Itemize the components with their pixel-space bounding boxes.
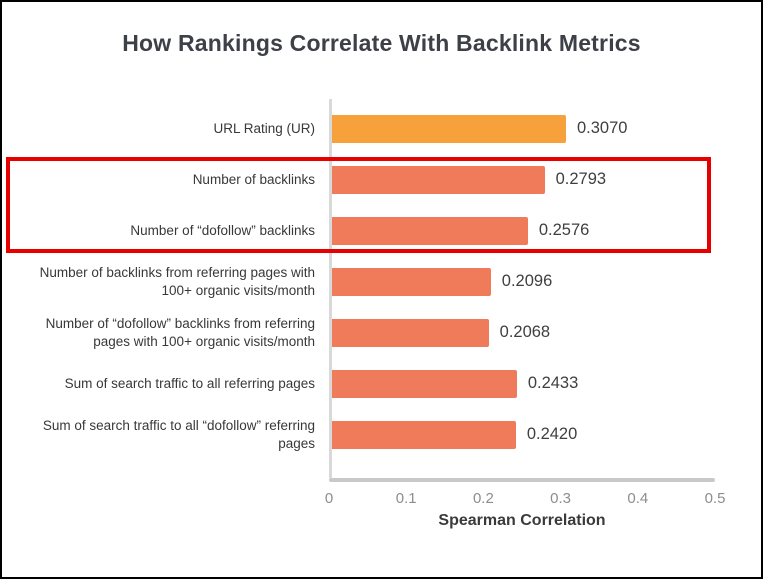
axis-zero-line <box>329 99 332 478</box>
chart-row: Sum of search traffic to all referring p… <box>12 358 761 409</box>
bar-area: 0.2068 <box>329 318 715 347</box>
value-label: 0.2433 <box>527 374 579 392</box>
chart: URL Rating (UR) 0.3070 Number of backlinks… <box>2 99 761 530</box>
x-tick-label: 0.1 <box>395 490 417 507</box>
bar <box>329 114 566 143</box>
chart-row: Number of “dofollow” backlinks 0.2576 <box>12 205 761 256</box>
x-tick-label: 0 <box>324 490 334 507</box>
bar <box>329 165 545 194</box>
category-label: Number of “dofollow” backlinks from refe… <box>45 315 315 349</box>
bar <box>329 420 516 449</box>
x-tick-label: 0.2 <box>472 490 494 507</box>
bar <box>329 216 528 245</box>
x-tick-label: 0.4 <box>627 490 649 507</box>
value-label: 0.2096 <box>501 272 553 290</box>
bar-area: 0.2433 <box>329 369 715 398</box>
value-label: 0.2420 <box>526 425 578 443</box>
value-label: 0.3070 <box>577 119 628 137</box>
chart-title: How Rankings Correlate With Backlink Met… <box>122 30 641 56</box>
category-label: URL Rating (UR) <box>213 120 315 136</box>
x-tick-label: 0.5 <box>704 490 726 507</box>
value-label: 0.2576 <box>538 221 590 239</box>
x-axis-line <box>329 478 715 482</box>
chart-rows: URL Rating (UR) 0.3070 Number of backlinks… <box>12 99 761 478</box>
chart-row: Sum of search traffic to all “dofollow” … <box>12 409 761 460</box>
bar <box>329 267 491 296</box>
x-axis-label: Spearman Correlation <box>438 512 606 529</box>
bar-area: 0.3070 <box>329 114 715 143</box>
bar-area: 0.2096 <box>329 267 715 296</box>
bar-area: 0.2793 <box>329 165 715 194</box>
chart-row: Number of backlinks from referring pages… <box>12 256 761 307</box>
category-label: Number of backlinks <box>192 171 315 187</box>
x-tick-label: 0.3 <box>550 490 572 507</box>
value-label: 0.2068 <box>499 323 551 341</box>
bar-area: 0.2420 <box>329 420 715 449</box>
category-label: Sum of search traffic to all “dofollow” … <box>42 417 315 451</box>
category-label: Number of “dofollow” backlinks <box>130 222 315 238</box>
x-axis-ticks: 0 0.1 0.2 0.3 0.4 0.5 <box>325 482 726 508</box>
category-label: Number of backlinks from referring pages… <box>39 264 315 298</box>
bar <box>329 318 489 347</box>
bar-area: 0.2576 <box>329 216 715 245</box>
chart-row: URL Rating (UR) 0.3070 <box>12 103 761 154</box>
bar <box>329 369 517 398</box>
chart-row: Number of backlinks 0.2793 <box>12 154 761 205</box>
value-label: 0.2793 <box>555 170 607 188</box>
chart-row: Number of “dofollow” backlinks from refe… <box>12 307 761 358</box>
x-axis: 0 0.1 0.2 0.3 0.4 0.5 <box>325 478 726 508</box>
category-label: Sum of search traffic to all referring p… <box>64 375 315 391</box>
